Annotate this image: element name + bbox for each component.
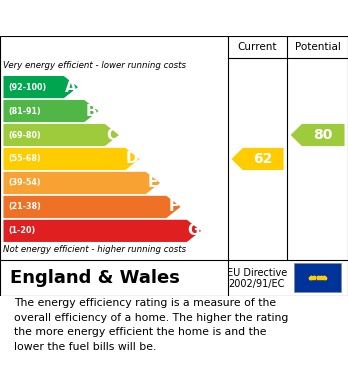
Text: F: F <box>168 199 179 214</box>
Text: (69-80): (69-80) <box>9 131 41 140</box>
Text: (55-68): (55-68) <box>9 154 41 163</box>
Text: Potential: Potential <box>295 42 340 52</box>
Polygon shape <box>231 148 284 170</box>
Text: The energy efficiency rating is a measure of the
overall efficiency of a home. T: The energy efficiency rating is a measur… <box>14 298 288 352</box>
Text: B: B <box>85 104 97 118</box>
Polygon shape <box>3 220 201 242</box>
Polygon shape <box>3 124 119 146</box>
Text: England & Wales: England & Wales <box>10 269 180 287</box>
Text: (81-91): (81-91) <box>9 107 41 116</box>
Polygon shape <box>291 124 345 146</box>
Text: (21-38): (21-38) <box>9 203 41 212</box>
Text: Current: Current <box>238 42 277 52</box>
Text: Not energy efficient - higher running costs: Not energy efficient - higher running co… <box>3 245 187 254</box>
Text: D: D <box>125 151 138 167</box>
Polygon shape <box>3 100 98 122</box>
Text: C: C <box>106 127 117 142</box>
Text: E: E <box>148 176 158 190</box>
Text: (39-54): (39-54) <box>9 178 41 187</box>
Text: 62: 62 <box>253 152 273 166</box>
Text: 2002/91/EC: 2002/91/EC <box>229 279 285 289</box>
Polygon shape <box>3 172 160 194</box>
Polygon shape <box>3 196 181 218</box>
Text: EU Directive: EU Directive <box>227 268 287 278</box>
Bar <box>294 263 341 292</box>
Text: G: G <box>187 223 199 239</box>
Polygon shape <box>3 148 140 170</box>
Text: Very energy efficient - lower running costs: Very energy efficient - lower running co… <box>3 61 187 70</box>
Text: A: A <box>64 80 76 95</box>
Text: (92-100): (92-100) <box>9 83 47 91</box>
Text: 80: 80 <box>314 128 333 142</box>
Text: Energy Efficiency Rating: Energy Efficiency Rating <box>10 11 232 25</box>
Polygon shape <box>3 76 78 98</box>
Text: (1-20): (1-20) <box>9 226 36 235</box>
